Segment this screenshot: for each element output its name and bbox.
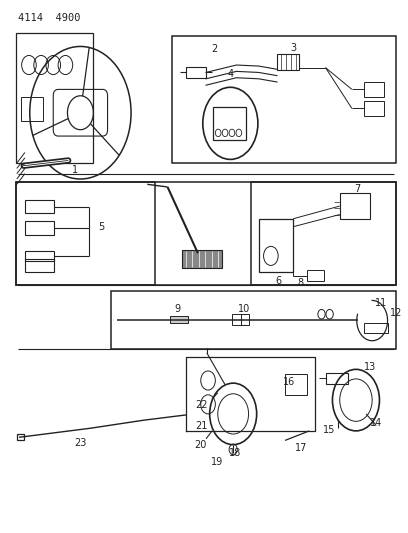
Bar [17, 434, 24, 440]
Bar [251, 182, 397, 285]
Bar [364, 82, 384, 97]
Bar [340, 193, 370, 219]
Text: 4114  4900: 4114 4900 [18, 13, 80, 23]
Text: 13: 13 [364, 362, 376, 372]
Text: 14: 14 [370, 418, 382, 428]
FancyBboxPatch shape [182, 249, 222, 268]
Text: 4: 4 [227, 69, 233, 79]
Text: 6: 6 [275, 276, 281, 286]
Bar [241, 314, 248, 325]
Bar [172, 36, 397, 163]
Bar [213, 108, 246, 140]
Bar [16, 182, 155, 285]
Bar [285, 374, 307, 395]
Text: 3: 3 [290, 43, 296, 53]
Bar [307, 270, 324, 281]
Text: 19: 19 [211, 457, 223, 466]
Bar [170, 316, 188, 323]
Text: 9: 9 [175, 304, 181, 314]
Bar [186, 67, 206, 78]
Text: 23: 23 [74, 438, 86, 448]
Text: 5: 5 [99, 222, 105, 232]
Bar [21, 97, 43, 120]
Bar [326, 373, 348, 384]
Text: 15: 15 [324, 425, 336, 435]
Text: 8: 8 [297, 278, 303, 288]
Bar [25, 251, 54, 261]
Text: 20: 20 [194, 440, 206, 450]
Bar [25, 221, 54, 235]
Text: 12: 12 [390, 308, 402, 318]
Bar [25, 200, 54, 214]
Text: 17: 17 [295, 443, 308, 453]
Text: 7: 7 [354, 183, 360, 193]
Bar [233, 314, 241, 325]
Text: 21: 21 [196, 421, 208, 431]
Bar [277, 54, 299, 70]
Bar [259, 219, 293, 272]
Text: 10: 10 [238, 304, 251, 314]
Bar [364, 323, 388, 333]
Text: 18: 18 [229, 448, 241, 458]
Bar [25, 259, 54, 272]
Text: 16: 16 [283, 377, 295, 387]
Bar [364, 101, 384, 116]
Text: 1: 1 [72, 165, 78, 175]
Text: 2: 2 [211, 44, 217, 54]
Text: 22: 22 [195, 400, 208, 410]
Text: 11: 11 [375, 297, 387, 308]
Bar [111, 292, 397, 349]
Bar [16, 182, 397, 285]
Bar [16, 33, 93, 163]
